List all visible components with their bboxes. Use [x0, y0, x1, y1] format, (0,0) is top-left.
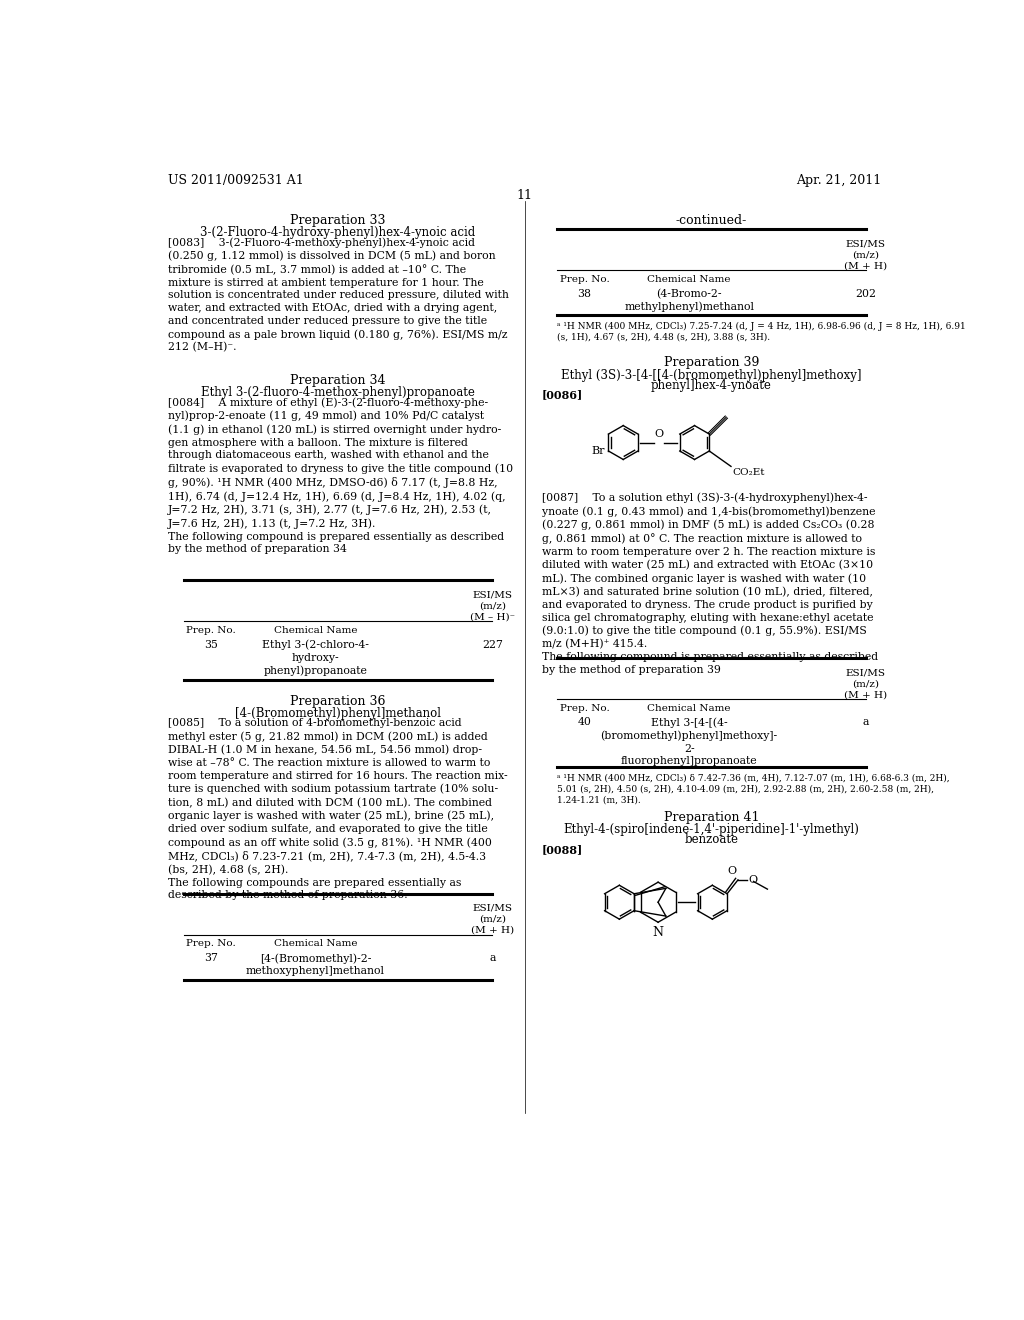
Text: [0084]  A mixture of ethyl (E)-3-(2-fluoro-4-methoxy-phe-
nyl)prop-2-enoate (11 : [0084] A mixture of ethyl (E)-3-(2-fluor…	[168, 397, 513, 554]
Text: O: O	[727, 866, 736, 876]
Text: Preparation 34: Preparation 34	[290, 374, 386, 387]
Text: Preparation 36: Preparation 36	[290, 696, 386, 708]
Text: Preparation 39: Preparation 39	[664, 356, 759, 370]
Text: Preparation 33: Preparation 33	[290, 214, 386, 227]
Text: 40: 40	[578, 718, 592, 727]
Text: O: O	[654, 429, 664, 440]
Text: phenyl]hex-4-ynoate: phenyl]hex-4-ynoate	[651, 379, 772, 392]
Text: -continued-: -continued-	[676, 214, 748, 227]
Text: US 2011/0092531 A1: US 2011/0092531 A1	[168, 174, 304, 187]
Text: 38: 38	[578, 289, 592, 298]
Text: N: N	[652, 927, 664, 939]
Text: [4-(Bromomethyl)phenyl]methanol: [4-(Bromomethyl)phenyl]methanol	[236, 708, 441, 721]
Text: Apr. 21, 2011: Apr. 21, 2011	[796, 174, 882, 187]
Text: 35: 35	[204, 640, 218, 649]
Text: [4-(Bromomethyl)-2-
methoxyphenyl]methanol: [4-(Bromomethyl)-2- methoxyphenyl]methan…	[246, 953, 385, 975]
Text: Chemical Name: Chemical Name	[647, 275, 731, 284]
Text: Prep. No.: Prep. No.	[186, 626, 236, 635]
Text: 3-(2-Fluoro-4-hydroxy-phenyl)hex-4-ynoic acid: 3-(2-Fluoro-4-hydroxy-phenyl)hex-4-ynoic…	[201, 226, 476, 239]
Text: ESI/MS
(m/z)
(M + H): ESI/MS (m/z) (M + H)	[844, 239, 888, 271]
Text: a: a	[862, 718, 869, 727]
Text: [0087]  To a solution ethyl (3S)-3-(4-hydroxyphenyl)hex-4-
ynoate (0.1 g, 0.43 m: [0087] To a solution ethyl (3S)-3-(4-hyd…	[542, 492, 878, 675]
Text: [0086]: [0086]	[542, 389, 583, 400]
Text: Ethyl 3-[4-[(4-
(bromomethyl)phenyl]methoxy]-
2-
fluorophenyl]propanoate: Ethyl 3-[4-[(4- (bromomethyl)phenyl]meth…	[600, 718, 777, 766]
Text: 37: 37	[204, 953, 218, 964]
Text: (4-Bromo-2-
methylphenyl)methanol: (4-Bromo-2- methylphenyl)methanol	[624, 289, 754, 312]
Text: ESI/MS
(m/z)
(M – H)⁻: ESI/MS (m/z) (M – H)⁻	[470, 590, 515, 622]
Text: ESI/MS
(m/z)
(M + H): ESI/MS (m/z) (M + H)	[471, 904, 514, 935]
Text: Chemical Name: Chemical Name	[647, 704, 731, 713]
Text: Chemical Name: Chemical Name	[273, 940, 357, 948]
Text: [0083]  3-(2-Fluoro-4-methoxy-phenyl)hex-4-ynoic acid
(0.250 g, 1.12 mmol) is di: [0083] 3-(2-Fluoro-4-methoxy-phenyl)hex-…	[168, 238, 509, 352]
Text: Ethyl (3S)-3-[4-[[4-(bromomethyl)phenyl]methoxy]: Ethyl (3S)-3-[4-[[4-(bromomethyl)phenyl]…	[561, 368, 862, 381]
Text: Prep. No.: Prep. No.	[559, 704, 609, 713]
Text: 227: 227	[482, 640, 503, 649]
Text: 202: 202	[855, 289, 877, 298]
Text: [0085]  To a solution of 4-bromomethyl-benzoic acid
methyl ester (5 g, 21.82 mmo: [0085] To a solution of 4-bromomethyl-be…	[168, 718, 508, 900]
Text: CO₂Et: CO₂Et	[732, 469, 765, 477]
Text: Chemical Name: Chemical Name	[273, 626, 357, 635]
Text: 11: 11	[517, 189, 532, 202]
Text: Prep. No.: Prep. No.	[186, 940, 236, 948]
Text: Ethyl-4-(spiro[indene-1,4'-piperidine]-1'-ylmethyl): Ethyl-4-(spiro[indene-1,4'-piperidine]-1…	[563, 822, 859, 836]
Text: benzoate: benzoate	[685, 833, 738, 846]
Text: ᵃ ¹H NMR (400 MHz, CDCl₃) δ 7.42-7.36 (m, 4H), 7.12-7.07 (m, 1H), 6.68-6.3 (m, 2: ᵃ ¹H NMR (400 MHz, CDCl₃) δ 7.42-7.36 (m…	[557, 774, 950, 804]
Text: Ethyl 3-(2-fluoro-4-methox-phenyl)propanoate: Ethyl 3-(2-fluoro-4-methox-phenyl)propan…	[201, 387, 475, 400]
Text: Br: Br	[592, 446, 605, 455]
Text: Preparation 41: Preparation 41	[664, 810, 760, 824]
Text: Prep. No.: Prep. No.	[559, 275, 609, 284]
Text: [0088]: [0088]	[542, 843, 583, 855]
Text: ᵃ ¹H NMR (400 MHz, CDCl₃) 7.25-7.24 (d, J = 4 Hz, 1H), 6.98-6.96 (d, J = 8 Hz, 1: ᵃ ¹H NMR (400 MHz, CDCl₃) 7.25-7.24 (d, …	[557, 322, 966, 342]
Text: a: a	[489, 953, 496, 964]
Text: O: O	[749, 875, 757, 884]
Text: ESI/MS
(m/z)
(M + H): ESI/MS (m/z) (M + H)	[844, 668, 888, 700]
Text: Ethyl 3-(2-chloro-4-
hydroxy-
phenyl)propanoate: Ethyl 3-(2-chloro-4- hydroxy- phenyl)pro…	[262, 640, 369, 676]
